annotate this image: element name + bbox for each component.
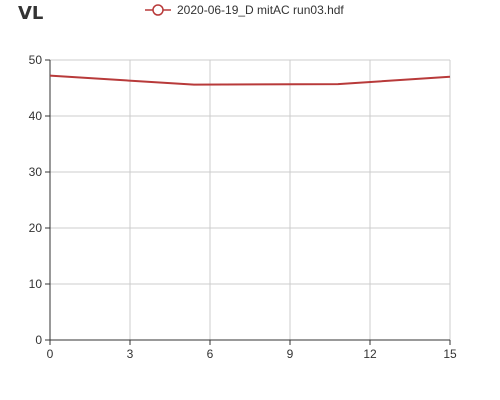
grid (50, 59, 451, 340)
y-tick-label: 10 (29, 277, 43, 291)
y-tick-label: 30 (29, 165, 43, 179)
tick-labels: 0 3 6 9 12 15 0 10 20 30 40 50 (29, 53, 457, 361)
legend-marker-icon (145, 4, 171, 16)
x-tick-label: 6 (207, 347, 214, 361)
x-tick-label: 12 (363, 347, 377, 361)
legend-label: 2020-06-19_D mitAC run03.hdf (177, 3, 344, 17)
chart-title: VL (18, 3, 44, 24)
y-tick-label: 20 (29, 221, 43, 235)
legend[interactable]: 2020-06-19_D mitAC run03.hdf (145, 3, 344, 17)
x-tick-label: 15 (443, 347, 457, 361)
y-tick-label: 0 (35, 333, 42, 347)
series-line (49, 74, 451, 86)
x-tick-label: 9 (287, 347, 294, 361)
y-tick-label: 40 (29, 109, 43, 123)
axes (45, 59, 451, 345)
x-tick-label: 0 (47, 347, 54, 361)
x-tick-label: 3 (127, 347, 134, 361)
y-tick-label: 50 (29, 53, 43, 67)
series (49, 74, 451, 86)
